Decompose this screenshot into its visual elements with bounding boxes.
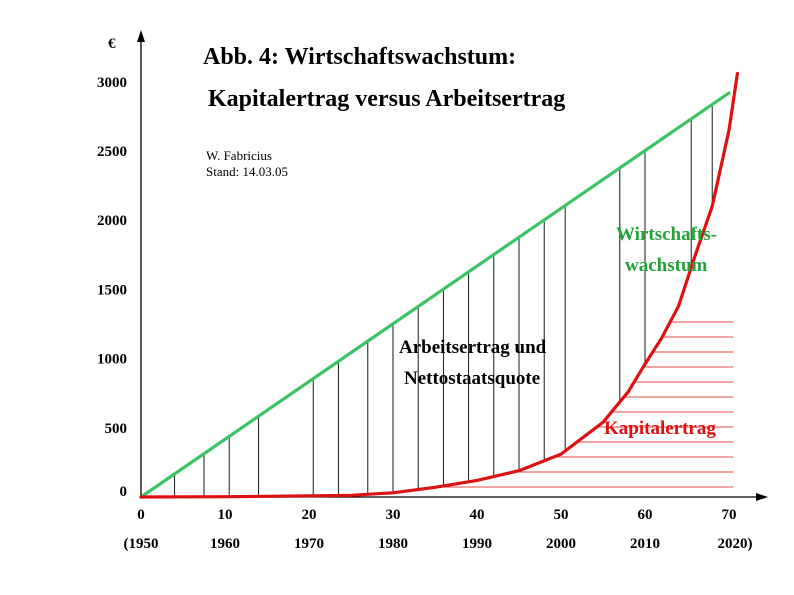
- x-tick-label: 20: [302, 507, 317, 523]
- y-axis-label: €: [108, 36, 116, 52]
- y-axis-arrow: [137, 30, 145, 42]
- y-tick-label: 2500: [97, 144, 127, 160]
- x-tick-label: 10: [218, 507, 233, 523]
- x-year-label: 2020): [718, 536, 753, 552]
- date-stamp: Stand: 14.03.05: [206, 164, 288, 179]
- y-tick-label: 1000: [97, 352, 127, 368]
- y-tick-label: 500: [105, 421, 128, 437]
- y-tick-label: 2000: [97, 213, 127, 229]
- chart-subtitle: Kapitalertrag versus Arbeitsertrag: [208, 86, 565, 112]
- x-tick-label: 70: [722, 507, 737, 523]
- capital-label: Kapitalertrag: [604, 418, 716, 439]
- x-tick-label: 60: [638, 507, 653, 523]
- series-line-wirtschaftswachstum: [139, 91, 731, 499]
- series-layer: [139, 71, 740, 499]
- x-tick-label: 30: [386, 507, 401, 523]
- y-tick-label: 1500: [97, 282, 127, 298]
- x-year-label: 1990: [462, 536, 492, 552]
- x-year-label: 1980: [378, 536, 408, 552]
- author-credit: W. Fabricius: [206, 148, 272, 163]
- chart-title: Abb. 4: Wirtschaftswachstum:: [203, 44, 516, 70]
- x-year-label: (1950: [124, 536, 159, 552]
- labor-label-line-1: Arbeitsertrag und: [399, 337, 547, 358]
- growth-label-line-2: wachstum: [625, 255, 708, 276]
- y-tick-label: 3000: [97, 75, 127, 91]
- x-year-label: 1960: [210, 536, 240, 552]
- x-tick-label: 0: [137, 507, 145, 523]
- series-line-kapitalertrag: [139, 71, 740, 499]
- x-axis-arrow: [756, 493, 768, 501]
- x-year-label: 1970: [294, 536, 324, 552]
- x-tick-label: 40: [470, 507, 485, 523]
- x-year-label: 2000: [546, 536, 576, 552]
- y-tick-label: 0: [120, 484, 128, 500]
- labor-label-line-2: Nettostaatsquote: [404, 368, 540, 389]
- tick-layer: 0 500 1000 1500 2000 2500 3000 0 (1950 10 1960 20 19…: [97, 75, 753, 552]
- hatch-layer: [174, 104, 734, 497]
- x-year-label: 2010: [630, 536, 660, 552]
- growth-label-line-1: Wirtschafts-: [616, 224, 717, 245]
- x-tick-label: 50: [554, 507, 569, 523]
